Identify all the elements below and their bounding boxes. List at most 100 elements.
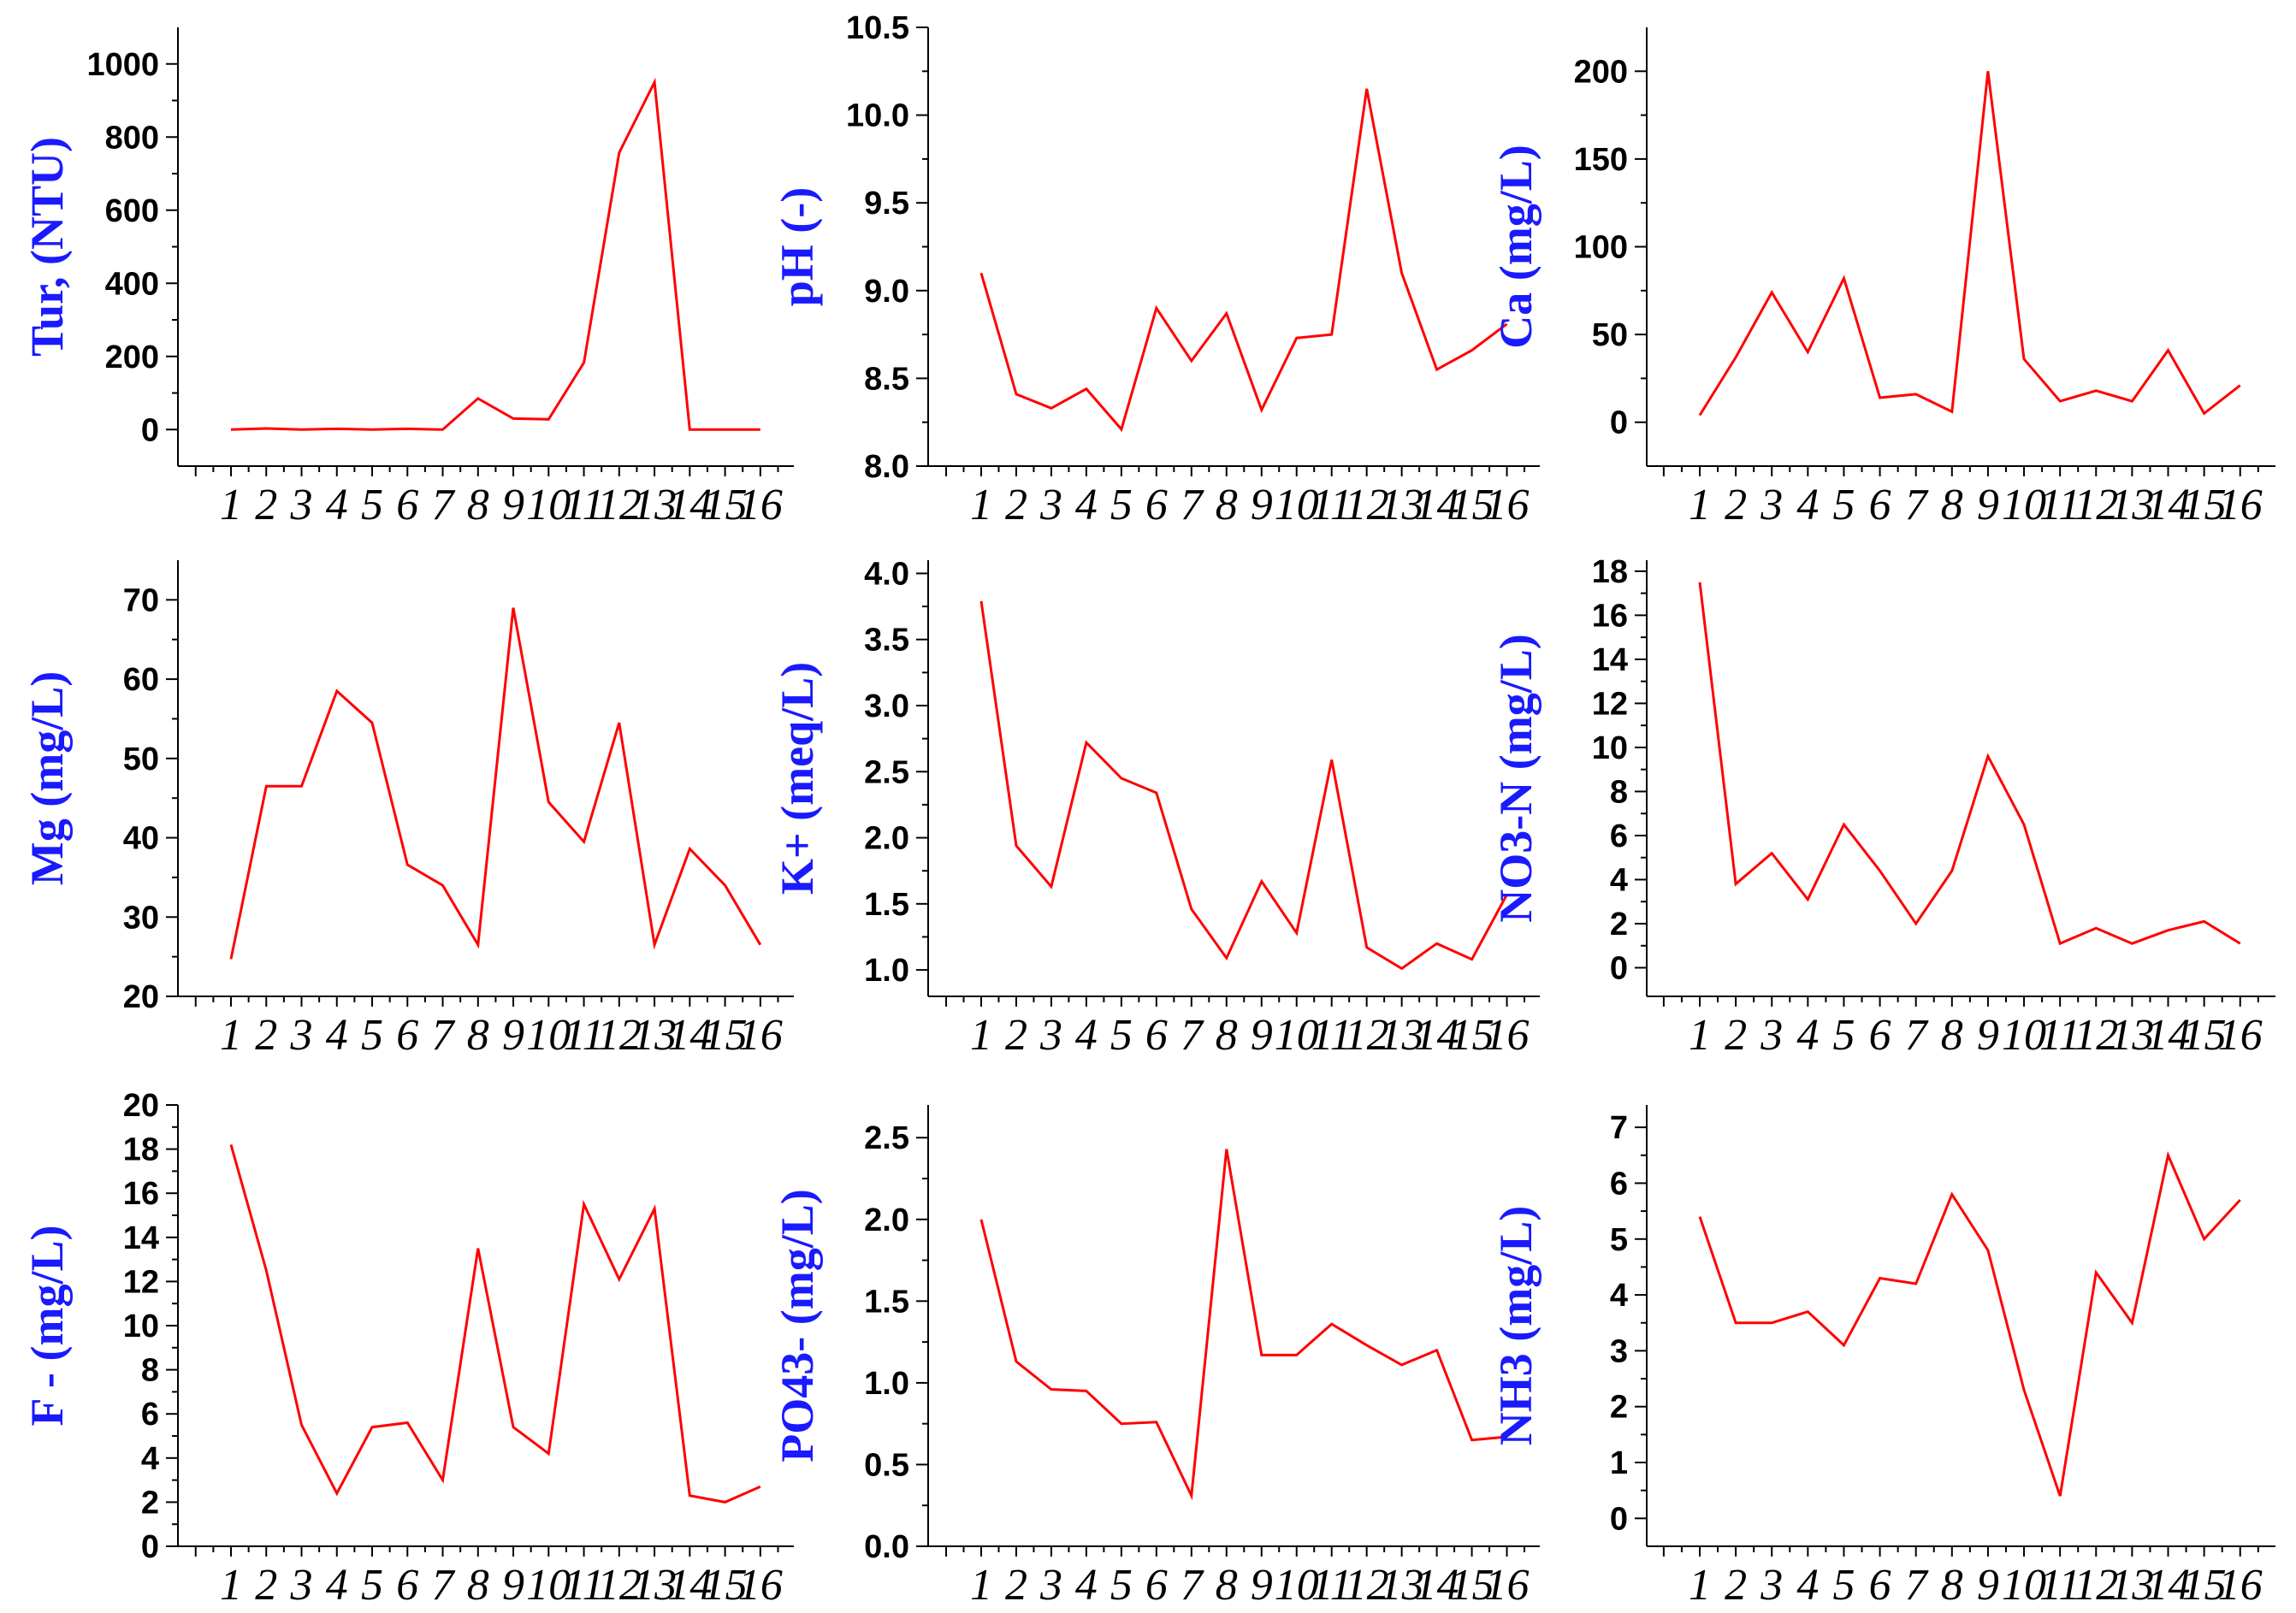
x-tick-label: 8 [1216, 1561, 1238, 1610]
x-tick-label: 9 [1977, 481, 1999, 529]
x-tick-label: 13 [2110, 1561, 2154, 1610]
y-tick-label: 2.5 [864, 754, 909, 790]
y-tick-label: 1.5 [864, 1284, 909, 1320]
y-tick-label: 6 [141, 1397, 159, 1433]
x-tick-label: 12 [1345, 481, 1389, 529]
x-tick-label: 8 [1941, 481, 1963, 529]
y-tick-label: 6 [1610, 818, 1628, 854]
x-tick-label: 9 [1251, 481, 1273, 529]
y-axis-title: Tur, (NTU) [21, 137, 73, 357]
y-axis-title: pH (-) [772, 187, 823, 306]
x-tick-label: 5 [361, 1561, 383, 1610]
series-line [979, 600, 1508, 971]
x-tick-label: 4 [326, 1561, 348, 1610]
x-tick-label: 9 [1251, 1011, 1273, 1060]
x-tick-label: 16 [738, 1561, 783, 1610]
y-tick-label: 0 [1610, 1501, 1628, 1537]
x-tick-label: 12 [597, 1011, 642, 1060]
x-tick-label: 1 [1689, 1011, 1711, 1060]
x-tick-label: 8 [467, 1561, 489, 1610]
x-tick-label: 1 [220, 1011, 242, 1060]
x-tick-label: 2 [255, 481, 277, 529]
x-tick-label: 12 [2074, 1561, 2118, 1610]
series-line [229, 1143, 761, 1504]
y-tick-label: 50 [123, 742, 159, 777]
x-tick-label: 8 [1941, 1561, 1963, 1610]
x-tick-label: 13 [2110, 1011, 2154, 1060]
y-tick-label: 6 [1610, 1166, 1628, 1202]
y-tick-label: 0 [1610, 951, 1628, 987]
panel-5: 1.01.52.02.53.03.54.01 2 3 4 5 6 7 8 9 1011121314… [772, 556, 1540, 1060]
x-tick-label: 8 [1216, 1011, 1238, 1060]
x-tick-label: 10 [2002, 1561, 2046, 1610]
x-tick-label: 7 [432, 1011, 456, 1060]
x-tick-label: 5 [361, 481, 383, 529]
x-tick-label: 16 [738, 1011, 783, 1060]
x-tick-label: 3 [1760, 1561, 1783, 1610]
x-tick-label: 16 [1485, 481, 1530, 529]
y-tick-label: 2.0 [864, 1202, 909, 1238]
x-tick-label: 13 [1380, 1561, 1424, 1610]
x-tick-label: 13 [632, 481, 677, 529]
x-tick-label: 8 [467, 1011, 489, 1060]
panel-2: 8.08.59.09.510.010.51 2 3 4 5 6 7 8 9 10111213141… [772, 10, 1540, 529]
x-tick-label: 12 [597, 1561, 642, 1610]
x-tick-label: 15 [2182, 481, 2227, 529]
y-tick-label: 40 [123, 821, 159, 857]
x-tick-label: 11 [563, 481, 604, 529]
y-tick-label: 4 [141, 1441, 159, 1477]
y-tick-label: 9.0 [864, 274, 909, 310]
x-tick-label: 7 [1181, 1561, 1204, 1610]
y-tick-label: 12 [123, 1264, 159, 1300]
y-tick-label: 9.5 [864, 186, 909, 222]
x-tick-label: 10 [1275, 1561, 1319, 1610]
x-tick-label: 6 [1145, 1561, 1168, 1610]
x-tick-label: 5 [1110, 1011, 1133, 1060]
y-tick-label: 16 [1592, 598, 1628, 634]
x-tick-label: 14 [1415, 1561, 1459, 1610]
x-tick-label: 7 [1181, 1011, 1204, 1060]
x-tick-label: 6 [1869, 1561, 1891, 1610]
x-tick-label: 10 [2002, 1011, 2046, 1060]
x-tick-label: 1 [220, 1561, 242, 1610]
x-tick-label: 1 [970, 1011, 992, 1060]
x-tick-label: 12 [597, 481, 642, 529]
x-tick-label: 8 [1941, 1011, 1963, 1060]
x-tick-label: 6 [396, 1011, 418, 1060]
x-tick-label: 2 [255, 1011, 277, 1060]
y-tick-label: 4.0 [864, 556, 909, 592]
x-tick-label: 4 [1075, 1561, 1098, 1610]
y-tick-label: 100 [1574, 230, 1628, 266]
x-tick-label: 13 [1380, 481, 1424, 529]
x-tick-label: 13 [632, 1011, 677, 1060]
y-tick-label: 3.5 [864, 623, 909, 659]
x-tick-label: 9 [502, 1011, 524, 1060]
x-tick-label: 13 [632, 1561, 677, 1610]
y-tick-label: 2 [1610, 907, 1628, 942]
y-axis-title: NO3-N (mg/L) [1490, 634, 1542, 922]
x-tick-label: 9 [1977, 1561, 1999, 1610]
series-line [229, 607, 762, 960]
y-axis-title: PO43- (mg/L) [772, 1189, 823, 1462]
x-tick-label: 11 [1311, 1011, 1352, 1060]
x-tick-label: 14 [667, 481, 712, 529]
x-tick-label: 6 [1145, 1011, 1168, 1060]
y-tick-label: 0 [141, 1529, 159, 1565]
y-tick-label: 2.5 [864, 1120, 909, 1156]
y-tick-label: 2 [1610, 1390, 1628, 1426]
x-tick-label: 6 [1869, 481, 1891, 529]
x-tick-label: 4 [1075, 481, 1098, 529]
x-tick-label: 4 [1796, 481, 1819, 529]
x-tick-label: 1 [220, 481, 242, 529]
y-tick-label: 4 [1610, 1278, 1628, 1314]
x-tick-label: 7 [432, 1561, 456, 1610]
y-tick-label: 1.5 [864, 887, 909, 923]
x-tick-label: 2 [1005, 1561, 1027, 1610]
x-tick-label: 4 [1796, 1011, 1819, 1060]
x-tick-label: 3 [1039, 481, 1062, 529]
panel-8: 0.00.51.01.52.02.51 2 3 4 5 6 7 8 9 1011121314151… [772, 1105, 1540, 1610]
y-tick-label: 14 [123, 1220, 159, 1256]
